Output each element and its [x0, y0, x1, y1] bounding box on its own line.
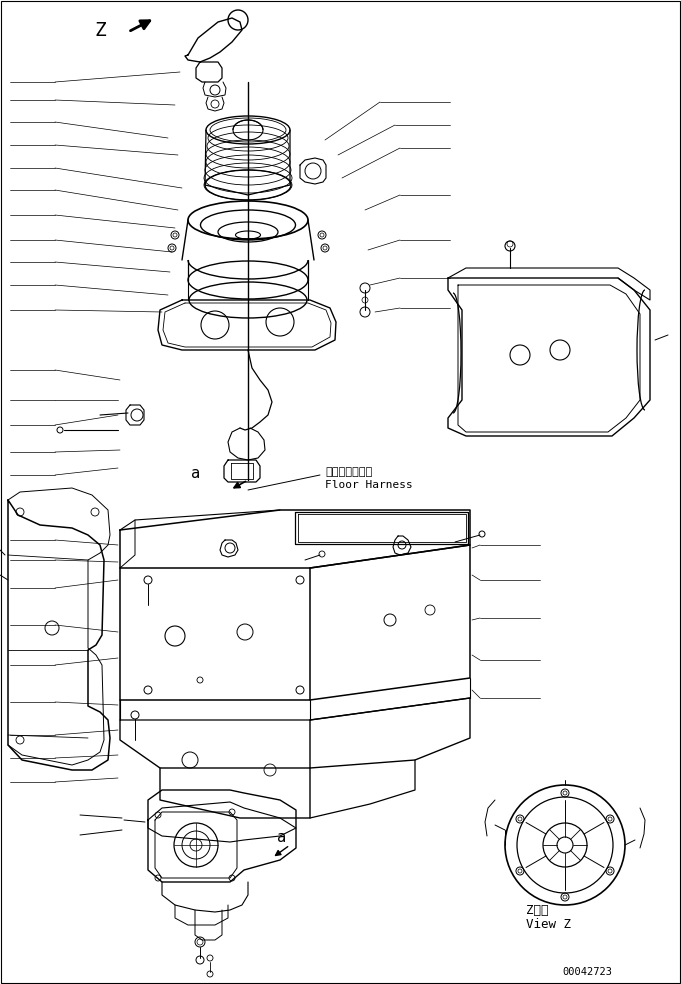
- Text: 00042723: 00042723: [562, 967, 612, 977]
- Text: Z　視: Z 視: [526, 903, 548, 916]
- Text: Z: Z: [94, 21, 106, 39]
- Text: Floor Harness: Floor Harness: [325, 480, 413, 490]
- Text: フロアハーネス: フロアハーネス: [325, 467, 373, 477]
- Text: a: a: [277, 830, 287, 845]
- Text: a: a: [191, 466, 201, 481]
- Text: View Z: View Z: [526, 917, 571, 931]
